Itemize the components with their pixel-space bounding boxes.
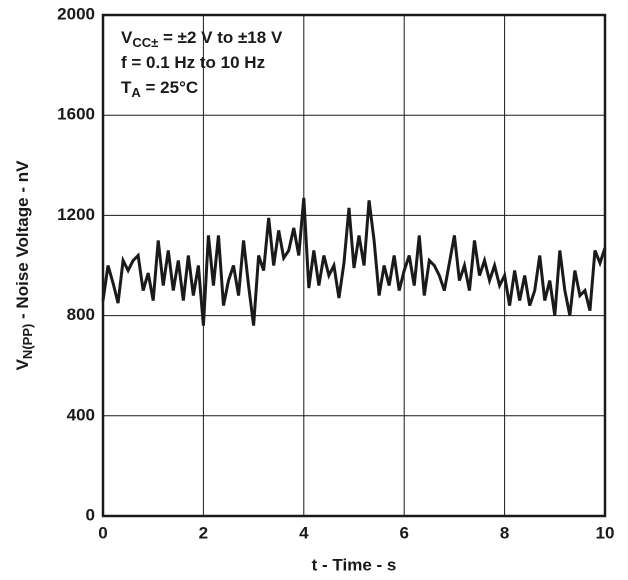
x-axis-label: t - Time - s bbox=[312, 555, 397, 574]
y-tick-label: 0 bbox=[86, 505, 95, 524]
x-tick-label: 2 bbox=[199, 523, 208, 542]
y-tick-label: 2000 bbox=[57, 4, 95, 23]
y-axis-label-subscript: N(PP) bbox=[20, 324, 35, 359]
y-axis-label-part: V bbox=[13, 358, 32, 370]
x-tick-label: 8 bbox=[500, 523, 509, 542]
annotation-subscript: A bbox=[131, 85, 141, 100]
annotation-part: = ±2 V to ±18 V bbox=[158, 28, 283, 47]
y-tick-label: 800 bbox=[67, 305, 95, 324]
y-axis-label: VN(PP) - Noise Voltage - nV bbox=[13, 160, 35, 370]
x-tick-label: 0 bbox=[98, 523, 107, 542]
annotation-subscript: CC± bbox=[132, 35, 158, 50]
noise-line bbox=[101, 197, 607, 326]
annotation-part: T bbox=[121, 78, 132, 97]
x-tick-label: 10 bbox=[596, 523, 615, 542]
annotation: f = 0.1 Hz to 10 Hz bbox=[121, 53, 265, 72]
x-tick-label: 4 bbox=[299, 523, 309, 542]
annotation-part: f = 0.1 Hz to 10 Hz bbox=[121, 53, 265, 72]
annotation: VCC± = ±2 V to ±18 V bbox=[121, 28, 283, 50]
y-tick-label: 1600 bbox=[57, 105, 95, 124]
x-tick-label: 6 bbox=[399, 523, 408, 542]
y-axis-label-part: - Noise Voltage - nV bbox=[13, 160, 32, 324]
annotation-part: V bbox=[121, 28, 133, 47]
plot-frame bbox=[101, 13, 607, 518]
annotation: TA = 25°C bbox=[121, 78, 198, 100]
y-tick-label: 400 bbox=[67, 405, 95, 424]
annotation-part: = 25°C bbox=[141, 78, 198, 97]
y-tick-label: 1200 bbox=[57, 205, 95, 224]
